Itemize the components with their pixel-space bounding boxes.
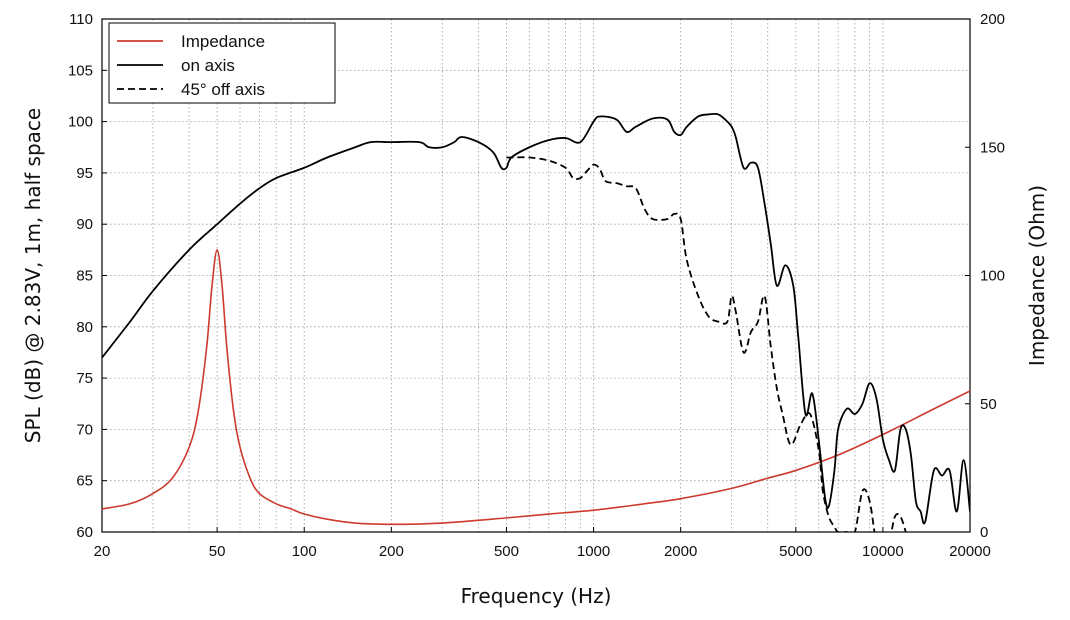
left-y-tick-label: 85 xyxy=(76,268,93,285)
left-y-tick-label: 70 xyxy=(76,421,93,438)
left-y-tick-label: 65 xyxy=(76,473,93,490)
right-y-axis-title: Impedance (Ohm) xyxy=(1025,185,1049,366)
x-tick-label: 100 xyxy=(292,543,317,560)
x-tick-label: 2000 xyxy=(664,543,697,560)
legend-label-impedance: Impedance xyxy=(181,32,265,51)
legend-label-on-axis: on axis xyxy=(181,56,235,75)
left-y-axis-title: SPL (dB) @ 2.83V, 1m, half space xyxy=(21,108,45,443)
left-y-tick-label: 90 xyxy=(76,216,93,233)
left-y-tick-label: 80 xyxy=(76,319,93,336)
on-axis-curve xyxy=(102,112,970,525)
right-y-tick-label: 100 xyxy=(980,268,1005,285)
x-tick-label: 10000 xyxy=(862,543,904,560)
left-y-tick-label: 110 xyxy=(69,11,93,28)
x-tick-label: 5000 xyxy=(779,543,812,560)
x-tick-label: 20000 xyxy=(949,543,991,560)
right-y-tick-label: 200 xyxy=(980,11,1005,28)
legend: Impedance on axis 45° off axis xyxy=(108,22,336,104)
series-layer xyxy=(102,112,970,532)
left-y-tick-label: 105 xyxy=(68,62,93,79)
legend-label-off-axis: 45° off axis xyxy=(181,80,265,99)
x-tick-label: 50 xyxy=(209,543,226,560)
legend-box xyxy=(108,22,336,104)
x-tick-label: 20 xyxy=(94,543,111,560)
right-y-tick-label: 150 xyxy=(980,139,1005,156)
left-y-tick-label: 95 xyxy=(76,165,93,182)
x-tick-label: 200 xyxy=(379,543,404,560)
x-tick-label: 500 xyxy=(494,543,519,560)
left-y-tick-label: 75 xyxy=(76,370,93,387)
right-y-tick-label: 0 xyxy=(980,524,988,541)
tick-labels: 20 50 100 200 500 1000 2000 5000 10000 2000060657… xyxy=(68,11,1005,560)
left-y-tick-label: 60 xyxy=(76,524,93,541)
left-y-tick-label: 100 xyxy=(68,114,93,131)
right-y-tick-label: 50 xyxy=(980,396,997,413)
impedance-curve xyxy=(102,249,970,526)
off-axis-curve xyxy=(506,156,907,532)
x-tick-label: 1000 xyxy=(577,543,610,560)
x-axis-title: Frequency (Hz) xyxy=(461,584,612,608)
